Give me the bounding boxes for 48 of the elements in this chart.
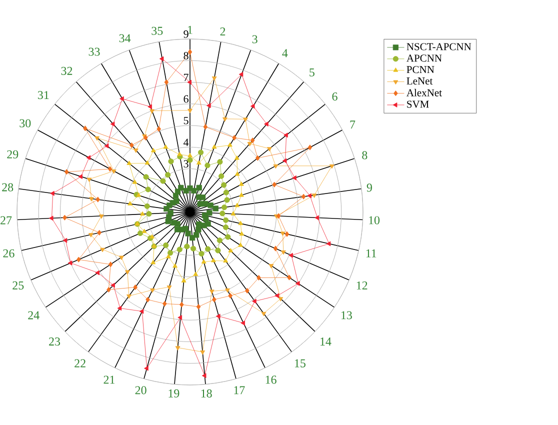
spoke-label: 7 — [350, 120, 356, 128]
y-tick-label: 9 — [184, 30, 188, 38]
spoke-label: 29 — [7, 150, 18, 158]
spoke-label: 5 — [310, 68, 314, 76]
y-tick-label: 4 — [184, 138, 189, 146]
legend-label: NSCT-APCNN — [406, 43, 472, 50]
spoke-label: 17 — [234, 386, 245, 394]
y-tick-label: 8 — [184, 52, 188, 60]
y-tick-label: 3 — [184, 160, 188, 168]
spoke-label: 35 — [152, 26, 163, 35]
spoke-label: 6 — [332, 92, 338, 101]
spoke-label: 28 — [2, 183, 14, 192]
spoke-label: 16 — [266, 376, 276, 384]
spoke-label: 9 — [366, 184, 372, 192]
y-tick-label: 7 — [184, 74, 188, 82]
legend-label: SVM — [407, 100, 429, 108]
spoke-label: 10 — [369, 216, 380, 224]
spoke-label: 2 — [220, 27, 226, 36]
spoke-label: 23 — [49, 338, 60, 346]
y-tick-label: 5 — [184, 116, 188, 124]
spoke-label: 1 — [188, 26, 192, 34]
spoke-label: 13 — [341, 311, 352, 320]
legend-label: AlexNet — [406, 88, 442, 96]
spoke-label: 15 — [294, 359, 306, 368]
spoke-label: 3 — [252, 35, 258, 44]
spoke-label: 21 — [104, 376, 115, 384]
y-tick-label: 6 — [184, 95, 188, 103]
spoke-label: 25 — [12, 281, 24, 290]
spoke-label: 30 — [20, 119, 31, 128]
spoke-label: 33 — [88, 48, 100, 56]
spoke-label: 26 — [3, 249, 14, 258]
spoke-label: 12 — [356, 281, 368, 290]
spoke-label: 19 — [168, 389, 180, 398]
spoke-label: 22 — [74, 359, 86, 368]
legend-label: LeNet — [406, 78, 433, 85]
spoke-label: 24 — [28, 311, 40, 320]
spoke-label: 31 — [38, 91, 49, 100]
spoke-label: 8 — [362, 151, 368, 160]
spoke-label: 11 — [366, 249, 376, 258]
legend-label: APCNN — [406, 54, 442, 62]
spoke-label: 20 — [135, 386, 146, 394]
legend-label: PCNN — [406, 66, 434, 74]
spoke-label: 4 — [282, 49, 288, 58]
spoke-label: 34 — [119, 34, 131, 42]
spoke-label: 27 — [0, 216, 12, 224]
spoke-label: 18 — [201, 389, 212, 398]
spoke-label: 32 — [61, 66, 72, 75]
spoke-label: 14 — [320, 338, 332, 346]
